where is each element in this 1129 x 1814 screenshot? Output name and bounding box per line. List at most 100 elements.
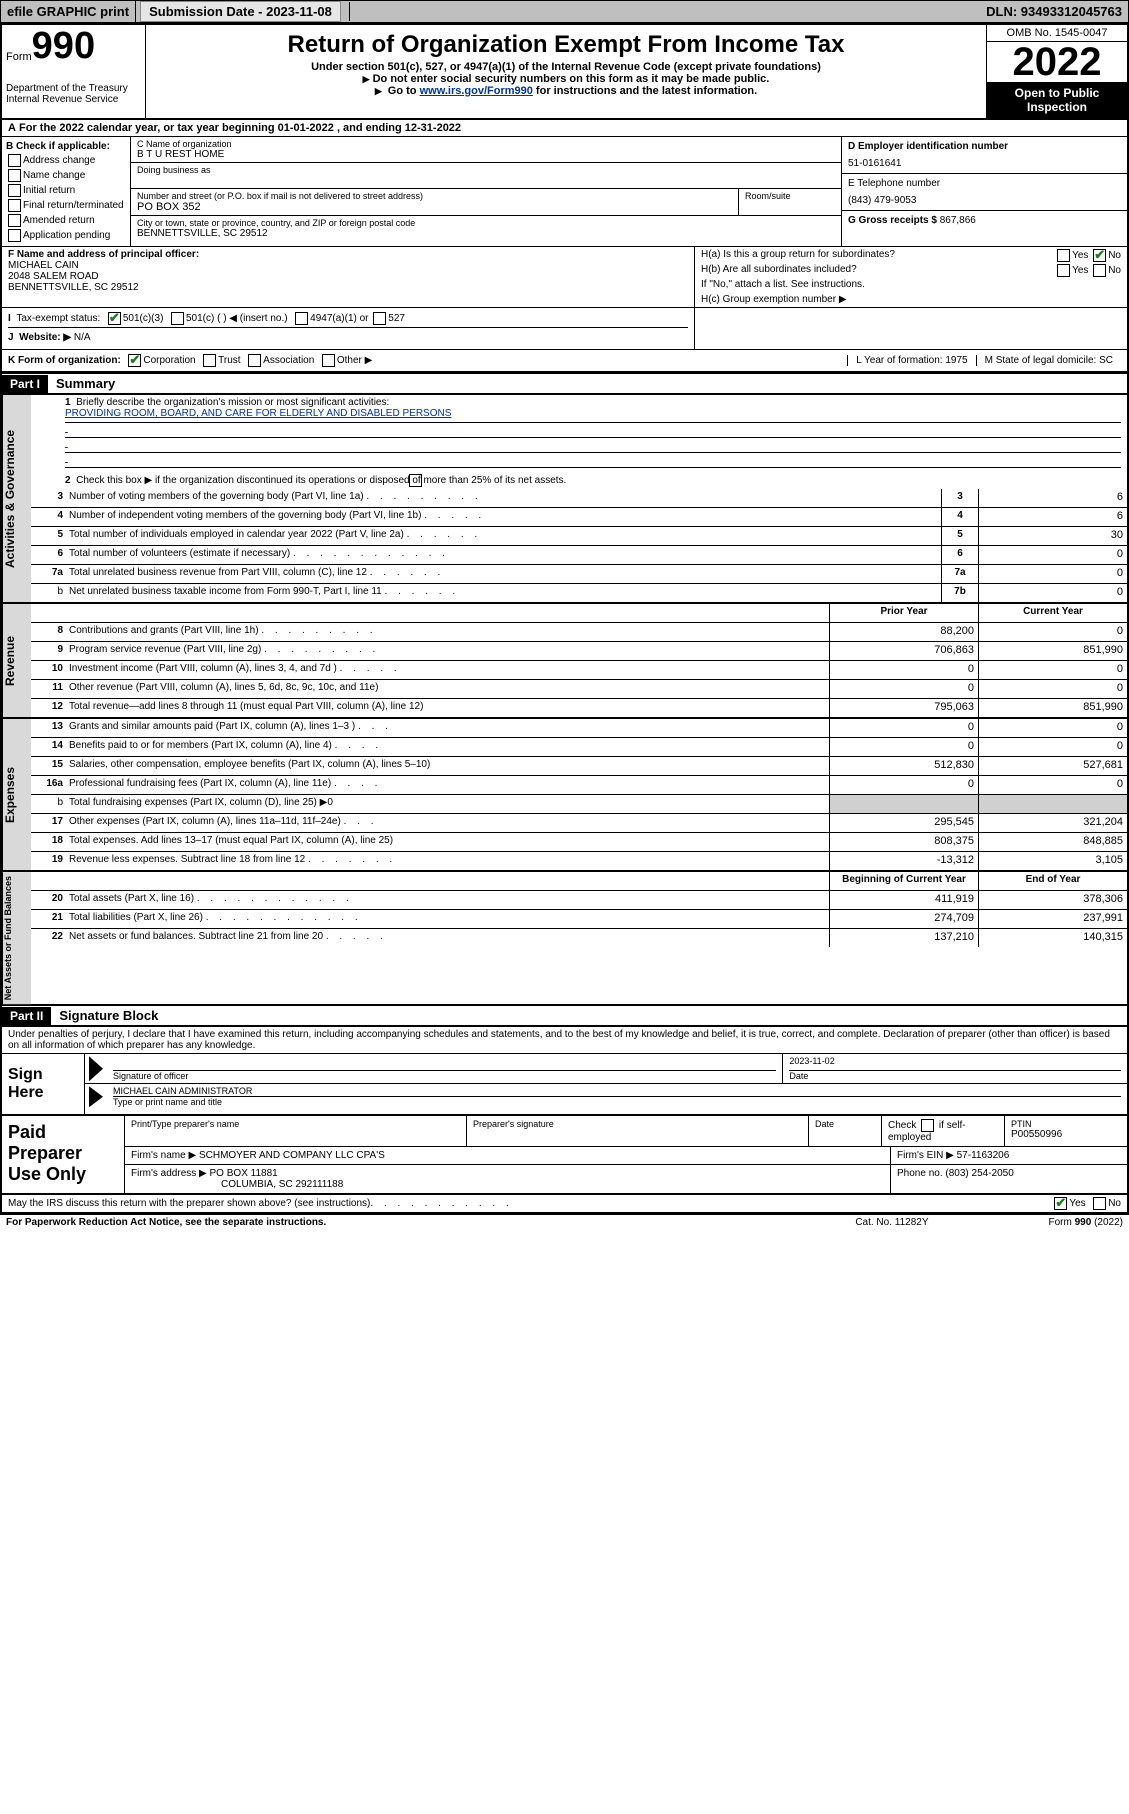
irs-link[interactable]: www.irs.gov/Form990 <box>420 85 533 97</box>
tax-year: 2022 <box>987 42 1127 82</box>
form-header: Form 990 Department of the TreasuryInter… <box>2 25 1127 120</box>
arrow-icon <box>89 1086 103 1107</box>
val-7b: 0 <box>978 584 1127 602</box>
submission-date: Submission Date - 2023-11-08 <box>136 2 350 21</box>
col-boy: Beginning of Current Year <box>829 872 978 890</box>
form-word: Form <box>6 51 32 63</box>
phone-cell: E Telephone number (843) 479-9053 <box>842 174 1127 211</box>
ptin-cell: PTINP00550996 <box>1005 1116 1127 1146</box>
cb-hb-no[interactable] <box>1093 264 1106 277</box>
cb-501c3[interactable] <box>108 312 121 325</box>
cb-app-pending[interactable] <box>8 229 21 242</box>
irs-discuss: May the IRS discuss this return with the… <box>2 1195 1127 1212</box>
ein-cell: D Employer identification number 51-0161… <box>842 137 1127 174</box>
vtab-na: Net Assets or Fund Balances <box>2 872 31 1004</box>
cb-other[interactable] <box>322 354 335 367</box>
cb-address-change[interactable] <box>8 154 21 167</box>
self-employed: Check if self-employed <box>882 1116 1005 1146</box>
cb-hb-yes[interactable] <box>1057 264 1070 277</box>
dept-label: Department of the TreasuryInternal Reven… <box>6 83 141 105</box>
cb-ha-no[interactable] <box>1093 249 1106 262</box>
signature-date: 2023-11-02 Date <box>783 1054 1127 1083</box>
signature-block: Under penalties of perjury, I declare th… <box>2 1027 1127 1212</box>
val-4: 6 <box>978 508 1127 526</box>
sign-here-label: Sign Here <box>2 1054 84 1114</box>
state-domicile: M State of legal domicile: SC <box>976 355 1121 366</box>
perjury-statement: Under penalties of perjury, I declare th… <box>2 1027 1127 1054</box>
cb-self-employed[interactable] <box>921 1119 934 1132</box>
cb-initial-return[interactable] <box>8 184 21 197</box>
arrow-icon <box>89 1056 103 1081</box>
cb-discuss-no[interactable] <box>1093 1197 1106 1210</box>
vtab-rev: Revenue <box>2 604 31 717</box>
col-b-checkboxes: B Check if applicable: Address change Na… <box>2 137 131 246</box>
principal-officer: F Name and address of principal officer:… <box>2 247 695 307</box>
val-6: 0 <box>978 546 1127 564</box>
form-title: Return of Organization Exempt From Incom… <box>150 31 982 59</box>
net-assets-section: Net Assets or Fund Balances Beginning of… <box>2 872 1127 1006</box>
firm-phone: Phone no. (803) 254-2050 <box>891 1165 1127 1193</box>
firm-name: Firm's name ▶ SCHMOYER AND COMPANY LLC C… <box>125 1147 891 1164</box>
cb-corp[interactable] <box>128 354 141 367</box>
part2-header: Part II Signature Block <box>2 1006 1127 1027</box>
city-cell: City or town, state or province, country… <box>131 215 841 241</box>
entity-block: B Check if applicable: Address change Na… <box>2 137 1127 247</box>
form-990: Form 990 Department of the TreasuryInter… <box>0 23 1129 1214</box>
col-prior-year: Prior Year <box>829 604 978 622</box>
header-left: Form 990 Department of the TreasuryInter… <box>2 25 146 118</box>
website-row: J Website: ▶ N/A <box>8 327 688 347</box>
catalog-number: Cat. No. 11282Y <box>855 1217 928 1228</box>
col-c-org: C Name of organization B T U REST HOME D… <box>131 137 842 246</box>
cb-trust[interactable] <box>203 354 216 367</box>
efile-label: efile GRAPHIC print <box>1 1 136 22</box>
form-number: 990 <box>32 29 95 63</box>
officer-signature: Signature of officer <box>107 1054 783 1083</box>
pra-notice: For Paperwork Reduction Act Notice, see … <box>6 1217 326 1228</box>
cb-discuss-yes[interactable] <box>1054 1197 1067 1210</box>
subtitle-1: Under section 501(c), 527, or 4947(a)(1)… <box>150 61 982 73</box>
dba-cell: Doing business as <box>131 163 841 189</box>
row-a-tax-year: A For the 2022 calendar year, or tax yea… <box>2 120 1127 137</box>
room-suite: Room/suite <box>739 189 841 215</box>
val-7a: 0 <box>978 565 1127 583</box>
prep-date: Date <box>809 1116 882 1146</box>
header-right: OMB No. 1545-0047 2022 Open to Public In… <box>986 25 1127 118</box>
firm-address: Firm's address ▶ PO BOX 11881 COLUMBIA, … <box>125 1165 891 1193</box>
org-name-cell: C Name of organization B T U REST HOME <box>131 137 841 163</box>
cb-amended[interactable] <box>8 214 21 227</box>
row-f-h: F Name and address of principal officer:… <box>2 247 1127 308</box>
line-1: 1 Briefly describe the organization's mi… <box>31 395 1127 470</box>
form-ref: Form 990 (2022) <box>1049 1217 1123 1228</box>
col-eoy: End of Year <box>978 872 1127 890</box>
header-mid: Return of Organization Exempt From Incom… <box>146 25 986 118</box>
cb-final-return[interactable] <box>8 199 21 212</box>
year-formation: L Year of formation: 1975 <box>847 355 975 366</box>
mission-text: PROVIDING ROOM, BOARD, AND CARE FOR ELDE… <box>65 408 1121 423</box>
officer-name: MICHAEL CAIN ADMINISTRATOR Type or print… <box>107 1084 1127 1109</box>
top-bar: efile GRAPHIC print Submission Date - 20… <box>0 0 1129 23</box>
expenses-section: Expenses 13Grants and similar amounts pa… <box>2 719 1127 872</box>
cb-ha-yes[interactable] <box>1057 249 1070 262</box>
vtab-gov: Activities & Governance <box>2 395 31 602</box>
subtitle-3: Go to www.irs.gov/Form990 for instructio… <box>150 85 982 97</box>
cb-name-change[interactable] <box>8 169 21 182</box>
line-2: 2 Check this box ▶ if the organization d… <box>31 470 1127 489</box>
org-name: B T U REST HOME <box>137 149 835 160</box>
cb-assoc[interactable] <box>248 354 261 367</box>
cb-discontinued[interactable] <box>409 474 422 487</box>
subtitle-2: Do not enter social security numbers on … <box>150 73 982 85</box>
val-3: 6 <box>978 489 1127 507</box>
street-cell: Number and street (or P.O. box if mail i… <box>131 189 739 215</box>
row-k: K Form of organization: Corporation Trus… <box>2 350 1127 373</box>
part1-header: Part I Summary <box>2 373 1127 395</box>
gross-receipts: G Gross receipts $ 867,866 <box>842 211 1127 230</box>
tax-exempt-status: I Tax-exempt status: 501(c)(3) 501(c) ( … <box>8 310 688 327</box>
vtab-exp: Expenses <box>2 719 31 870</box>
group-return: H(a) Is this a group return for subordin… <box>695 247 1127 307</box>
firm-ein: Firm's EIN ▶ 57-1163206 <box>891 1147 1127 1164</box>
cb-527[interactable] <box>373 312 386 325</box>
cb-501c[interactable] <box>171 312 184 325</box>
paid-preparer: Paid Preparer Use Only Print/Type prepar… <box>2 1116 1127 1195</box>
col-current-year: Current Year <box>978 604 1127 622</box>
cb-4947[interactable] <box>295 312 308 325</box>
